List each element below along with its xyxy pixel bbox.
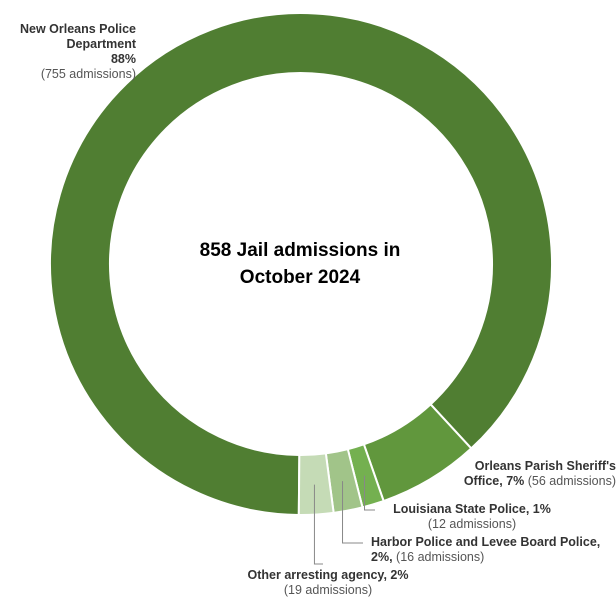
label-opso-name: Orleans Parish Sheriff's — [474, 459, 616, 473]
label-opso-name-line2: Office — [463, 474, 500, 488]
label-nopd-count: (755 admissions) — [40, 67, 136, 81]
label-nopd: New Orleans Police Department 88% (755 a… — [0, 22, 136, 82]
leader-line-other — [313, 484, 323, 565]
label-lsp: Louisiana State Police, 1% (12 admission… — [372, 502, 572, 532]
label-other-percent: 2% — [390, 568, 409, 582]
label-harbor: Harbor Police and Levee Board Police, 2%… — [371, 535, 601, 564]
leader-line-lsp — [364, 475, 375, 511]
donut-slices — [49, 12, 553, 517]
label-lsp-count: (12 admissions) — [427, 517, 517, 531]
label-other: Other arresting agency, 2% (19 admission… — [218, 568, 438, 598]
label-harbor-name: Harbor Police and Levee Board Police — [371, 535, 597, 549]
label-other-count: (19 admissions) — [283, 583, 373, 597]
label-opso-percent: 7% — [506, 474, 525, 488]
label-opso: Orleans Parish Sheriff's Office, 7% (56 … — [463, 459, 616, 488]
label-harbor-count: (16 admissions) — [396, 550, 485, 564]
label-opso-count: (56 admissions) — [527, 474, 616, 488]
slice-nopd — [49, 12, 553, 517]
label-nopd-percent: 88% — [110, 52, 136, 66]
label-harbor-percent: 2%, — [371, 550, 393, 564]
label-nopd-name: New Orleans Police Department — [19, 22, 136, 51]
center-title-line-1: 858 Jail admissions in — [199, 240, 401, 261]
center-title-line-2: October 2024 — [239, 266, 361, 288]
label-lsp-name: Louisiana State Police — [393, 502, 526, 516]
label-lsp-percent: 1% — [532, 502, 551, 516]
leader-line-harbor — [342, 481, 363, 544]
leader-lines — [313, 475, 375, 565]
slice-other — [297, 452, 335, 516]
center-title: 858 Jail admissions in October 2024 — [150, 238, 450, 291]
label-other-name: Other arresting agency — [247, 568, 384, 582]
